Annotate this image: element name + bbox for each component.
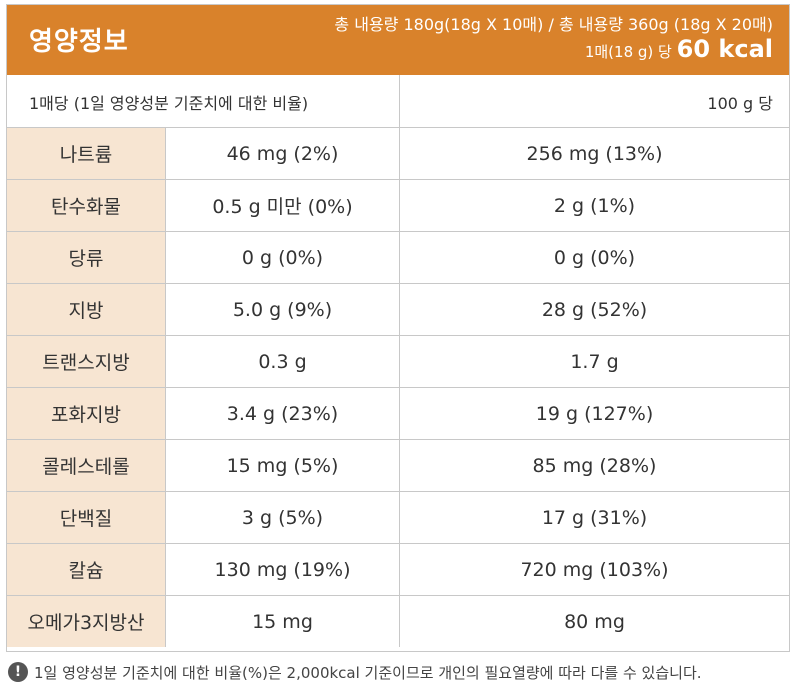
per-100g-value: 1.7 g: [570, 350, 619, 373]
nutrition-title: 영양정보: [29, 27, 129, 57]
table-row: 나트륨 46 mg (2%) 256 mg (13%): [7, 128, 789, 180]
per-100g-value: 80 mg: [564, 610, 625, 633]
serving-value: 15 mg: [166, 596, 400, 647]
total-content-text: 총 내용량 180g(18g X 10매) / 총 내용량 360g (18g …: [334, 15, 773, 34]
nutrition-header: 영양정보 총 내용량 180g(18g X 10매) / 총 내용량 360g …: [7, 5, 789, 75]
serving-value: 130 mg (19%): [166, 544, 400, 595]
serving-value: 3.4 g (23%): [166, 388, 400, 439]
nutrition-table: 나트륨 46 mg (2%) 256 mg (13%) 탄수화물 0.5 g 미…: [7, 128, 789, 647]
header-info: 총 내용량 180g(18g X 10매) / 총 내용량 360g (18g …: [334, 13, 773, 64]
table-row: 콜레스테롤 15 mg (5%) 85 mg (28%): [7, 440, 789, 492]
nutrient-name: 콜레스테롤: [7, 440, 166, 491]
per-100g-value: 2 g (1%): [553, 194, 636, 217]
per-100g-header: 100 g 당: [707, 94, 773, 113]
serving-value: 0.3 g: [166, 336, 400, 387]
table-row: 지방 5.0 g (9%) 28 g (52%): [7, 284, 789, 336]
serving-value: 3 g (5%): [166, 492, 400, 543]
nutrient-name: 지방: [7, 284, 166, 335]
per-serving-header: 1매당 (1일 영양성분 기준치에 대한 비율): [29, 94, 309, 113]
table-row: 탄수화물 0.5 g 미만 (0%) 2 g (1%): [7, 180, 789, 232]
nutrient-name: 오메가3지방산: [7, 596, 166, 647]
serving-value: 15 mg (5%): [166, 440, 400, 491]
per-100g-value: 17 g (31%): [541, 506, 648, 529]
nutrition-facts-panel: 영양정보 총 내용량 180g(18g X 10매) / 총 내용량 360g …: [6, 4, 790, 652]
table-row: 단백질 3 g (5%) 17 g (31%): [7, 492, 789, 544]
table-row: 오메가3지방산 15 mg 80 mg: [7, 596, 789, 647]
per-100g-value: 19 g (127%): [535, 402, 654, 425]
table-row: 트랜스지방 0.3 g 1.7 g: [7, 336, 789, 388]
footnote: ! 1일 영양성분 기준치에 대한 비율(%)은 2,000kcal 기준이므로…: [8, 660, 793, 684]
exclamation-icon: !: [8, 662, 28, 682]
nutrient-name: 탄수화물: [7, 180, 166, 231]
nutrient-name: 단백질: [7, 492, 166, 543]
per-100g-value: 28 g (52%): [541, 298, 648, 321]
footnote-text: 1일 영양성분 기준치에 대한 비율(%)은 2,000kcal 기준이므로 개…: [34, 663, 702, 682]
per-100g-value: 85 mg (28%): [532, 454, 657, 477]
nutrient-name: 칼슘: [7, 544, 166, 595]
serving-value: 46 mg (2%): [166, 128, 400, 179]
column-divider: [399, 75, 400, 127]
table-row: 포화지방 3.4 g (23%) 19 g (127%): [7, 388, 789, 440]
calorie-line: 1매(18 g) 당 60 kcal: [334, 37, 773, 64]
per-100g-value: 720 mg (103%): [520, 558, 669, 581]
serving-value: 5.0 g (9%): [166, 284, 400, 335]
nutrient-name: 포화지방: [7, 388, 166, 439]
calorie-prefix: 1매(18 g) 당: [584, 43, 672, 61]
per-100g-value: 256 mg (13%): [526, 142, 663, 165]
serving-value: 0.5 g 미만 (0%): [166, 180, 400, 231]
column-header: 1매당 (1일 영양성분 기준치에 대한 비율) 100 g 당: [7, 75, 789, 128]
calorie-value: 60 kcal: [676, 35, 773, 63]
nutrient-name: 당류: [7, 232, 166, 283]
nutrient-name: 나트륨: [7, 128, 166, 179]
nutrient-name: 트랜스지방: [7, 336, 166, 387]
table-row: 칼슘 130 mg (19%) 720 mg (103%): [7, 544, 789, 596]
table-row: 당류 0 g (0%) 0 g (0%): [7, 232, 789, 284]
per-100g-value: 0 g (0%): [553, 246, 636, 269]
serving-value: 0 g (0%): [166, 232, 400, 283]
